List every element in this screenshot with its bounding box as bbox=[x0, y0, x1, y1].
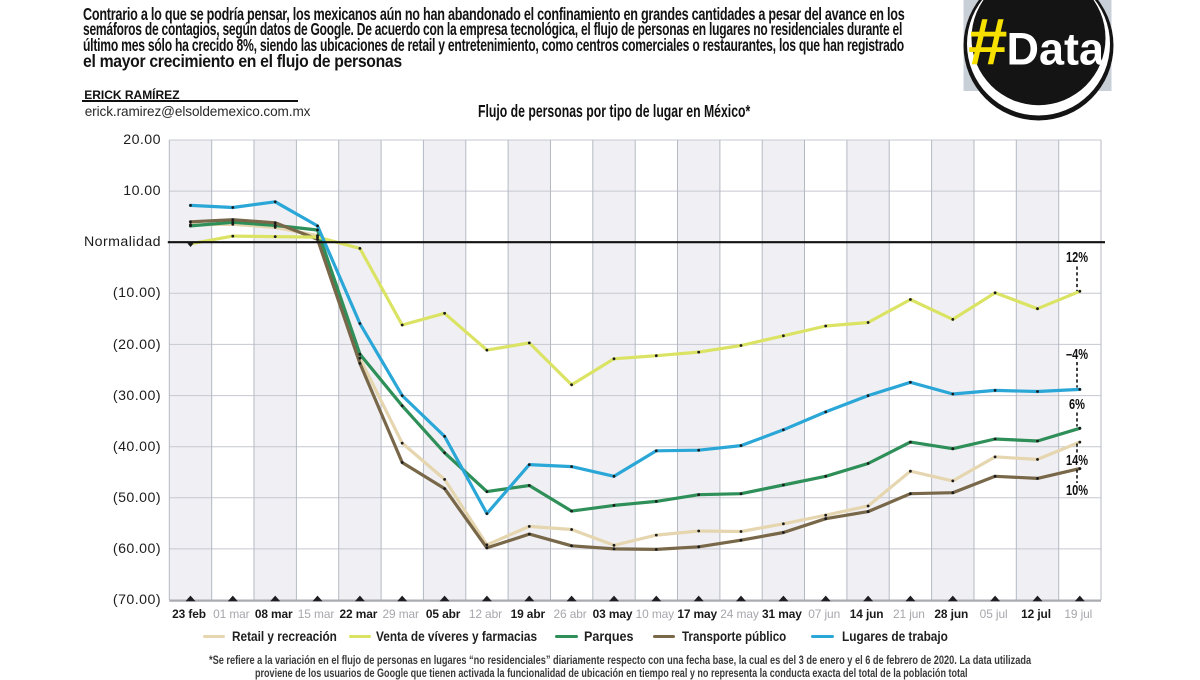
svg-text:Data: Data bbox=[1007, 23, 1105, 74]
svg-text:#: # bbox=[968, 4, 1008, 78]
